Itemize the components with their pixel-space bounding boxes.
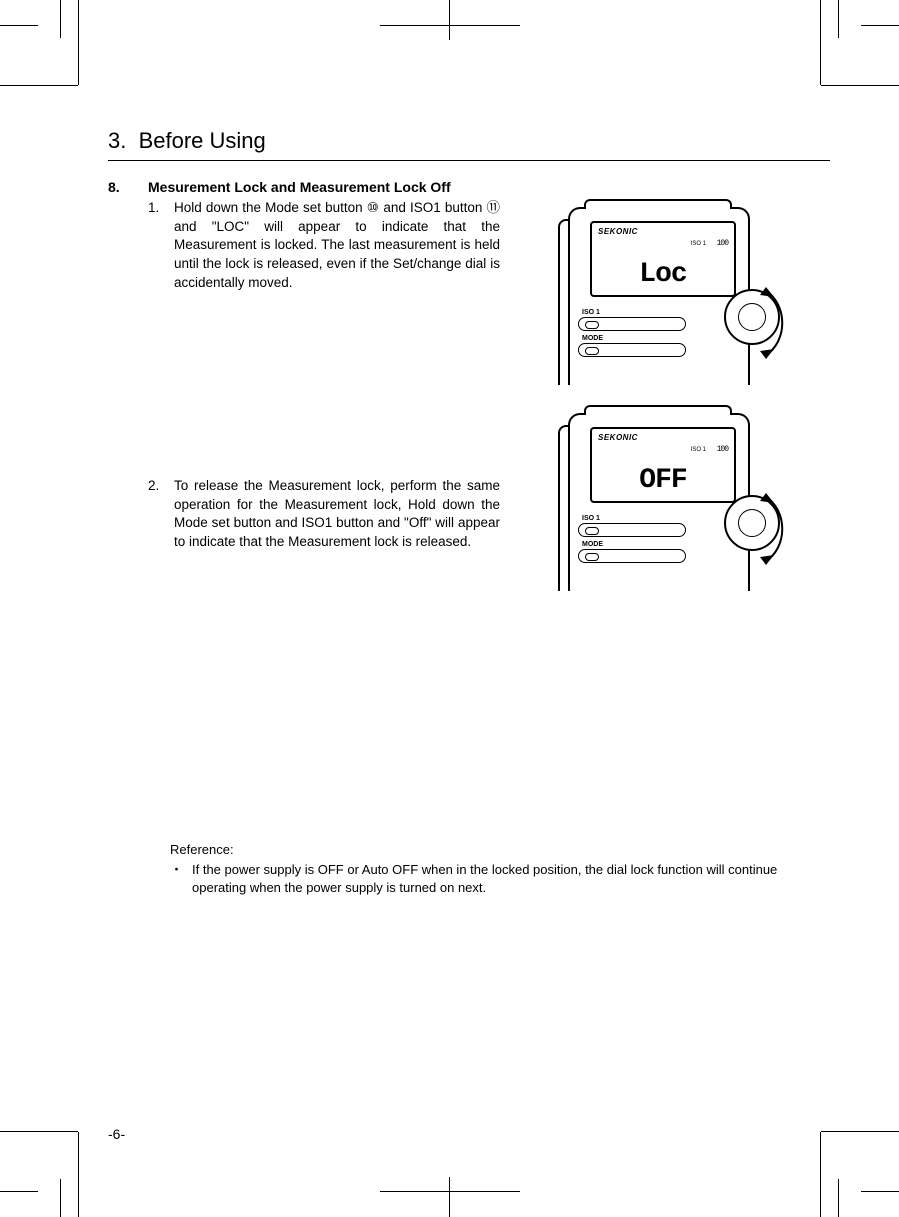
crop-mark bbox=[838, 1179, 839, 1217]
iso-small-value: 100 bbox=[717, 445, 728, 454]
device-figure-off: SEKONIC ISO 1 100 OFF ISO 1 MODE bbox=[514, 405, 764, 595]
crop-mark bbox=[861, 25, 899, 26]
crop-mark bbox=[380, 25, 520, 26]
subsection: 8. Mesurement Lock and Measurement Lock … bbox=[108, 179, 830, 611]
mode-label: MODE bbox=[582, 541, 688, 548]
iso1-button bbox=[578, 523, 686, 537]
device-brand: SEKONIC bbox=[598, 433, 638, 442]
page-number: -6- bbox=[108, 1126, 125, 1142]
mode-button bbox=[578, 549, 686, 563]
device-display-text: Loc bbox=[592, 259, 734, 290]
section-heading: 3. Before Using bbox=[108, 128, 830, 161]
step-1: 1. Hold down the Mode set button ⑩ and I… bbox=[148, 199, 764, 389]
device-buttons: ISO 1 MODE bbox=[578, 305, 688, 357]
mode-button bbox=[578, 343, 686, 357]
step-2: 2. To release the Measurement lock, perf… bbox=[148, 405, 764, 595]
step-text: 1. Hold down the Mode set button ⑩ and I… bbox=[148, 199, 500, 292]
circled-ref: ⑪ bbox=[487, 200, 501, 215]
iso-small-label: ISO 1 bbox=[691, 241, 706, 247]
crop-mark bbox=[0, 1191, 38, 1192]
iso-small-label: ISO 1 bbox=[691, 447, 706, 453]
crop-mark bbox=[838, 0, 839, 38]
device-screen: SEKONIC ISO 1 100 OFF bbox=[590, 427, 736, 503]
crop-mark bbox=[78, 1132, 79, 1217]
crop-mark bbox=[0, 25, 38, 26]
mode-label: MODE bbox=[582, 335, 688, 342]
crop-mark bbox=[0, 1131, 78, 1132]
device-screen: SEKONIC ISO 1 100 Loc bbox=[590, 221, 736, 297]
subsection-number: 8. bbox=[108, 179, 136, 611]
crop-mark bbox=[861, 1191, 899, 1192]
iso1-label: ISO 1 bbox=[582, 309, 688, 316]
iso1-label: ISO 1 bbox=[582, 515, 688, 522]
circled-ref: ⑩ bbox=[367, 200, 379, 215]
crop-mark bbox=[821, 85, 899, 86]
device-buttons: ISO 1 MODE bbox=[578, 511, 688, 563]
crop-mark bbox=[821, 1131, 899, 1132]
reference-text: If the power supply is OFF or Auto OFF w… bbox=[192, 861, 830, 897]
subsection-title: Mesurement Lock and Measurement Lock Off bbox=[148, 179, 764, 195]
reference-block: Reference: ・ If the power supply is OFF … bbox=[170, 841, 830, 898]
iso1-button bbox=[578, 317, 686, 331]
reference-bullet: ・ bbox=[170, 861, 184, 897]
step-number: 1. bbox=[148, 199, 166, 292]
dial-arrow-icon bbox=[716, 283, 788, 363]
step-body: Hold down the Mode set button ⑩ and ISO1… bbox=[174, 199, 500, 292]
crop-mark bbox=[820, 0, 821, 85]
dial-arrow-icon bbox=[716, 489, 788, 569]
crop-mark bbox=[0, 85, 78, 86]
crop-mark bbox=[820, 1132, 821, 1217]
steps: 1. Hold down the Mode set button ⑩ and I… bbox=[148, 199, 764, 595]
crop-mark bbox=[60, 1179, 61, 1217]
section-title: Before Using bbox=[139, 128, 266, 153]
crop-mark bbox=[449, 0, 450, 40]
crop-mark bbox=[380, 1191, 520, 1192]
crop-mark bbox=[78, 0, 79, 85]
crop-mark bbox=[449, 1177, 450, 1217]
step-number: 2. bbox=[148, 477, 166, 552]
device-figure-loc: SEKONIC ISO 1 100 Loc ISO 1 MODE bbox=[514, 199, 764, 389]
device-brand: SEKONIC bbox=[598, 227, 638, 236]
crop-mark bbox=[60, 0, 61, 38]
reference-body: ・ If the power supply is OFF or Auto OFF… bbox=[170, 861, 830, 897]
iso-small-value: 100 bbox=[717, 239, 728, 248]
page-content: 3. Before Using 8. Mesurement Lock and M… bbox=[108, 128, 830, 898]
step-body: To release the Measurement lock, perform… bbox=[174, 477, 500, 552]
section-number: 3. bbox=[108, 128, 126, 153]
reference-heading: Reference: bbox=[170, 841, 830, 859]
step-text: 2. To release the Measurement lock, perf… bbox=[148, 477, 500, 552]
device-display-text: OFF bbox=[592, 465, 734, 496]
